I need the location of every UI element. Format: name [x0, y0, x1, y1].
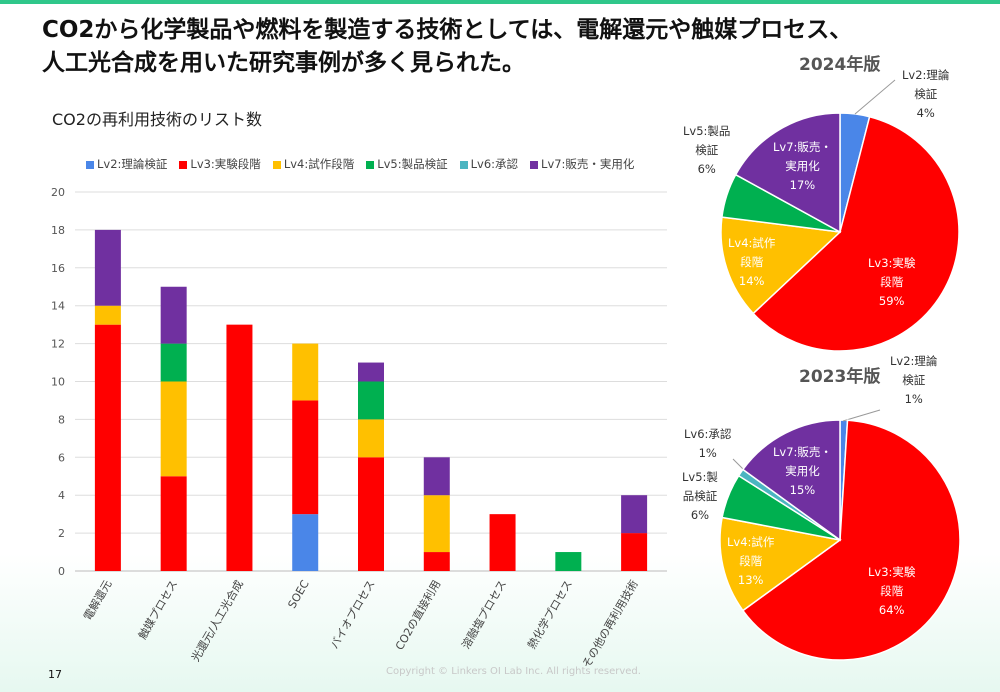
bar-segment-Lv3: [226, 324, 253, 571]
pie-label: Lv7:販売・ 実用化 17%: [773, 140, 832, 192]
leader-line: [842, 409, 881, 422]
bar-segment-Lv7: [94, 229, 121, 306]
legend-label: Lv5:製品検証: [377, 157, 448, 171]
pie-slice-Lv3: [752, 115, 960, 352]
leader-line: [854, 79, 896, 115]
legend-item: Lv6:承認: [459, 156, 519, 172]
x-tick-label: SOEC: [285, 578, 312, 611]
top-accent-line: [0, 0, 1000, 4]
pie-slice-Lv3: [741, 419, 961, 661]
x-tick-label: 触媒プロセス: [135, 578, 180, 642]
legend-item: Lv4:試作段階: [272, 156, 355, 172]
page-title: CO2から化学製品や燃料を製造する技術としては、電解還元や触媒プロセス、 人工光…: [42, 17, 853, 76]
x-tick-label: 光還元/人工光合成: [188, 578, 246, 664]
legend-swatch: [272, 160, 281, 169]
pie-slice-Lv4: [720, 216, 842, 315]
y-tick-label: 14: [51, 300, 65, 313]
x-tick-label: その他の再利用技術: [580, 578, 641, 670]
bar-chart-title: CO2の再利用技術のリスト数: [52, 110, 262, 129]
legend-swatch: [366, 160, 375, 169]
pie-label: Lv2:理論 検証 1%: [890, 354, 938, 406]
bar-segment-Lv3: [489, 514, 516, 571]
legend-item: Lv5:製品検証: [366, 156, 448, 172]
legend-swatch: [530, 160, 539, 169]
bar-segment-Lv3: [94, 324, 121, 571]
legend-label: Lv4:試作段階: [283, 157, 355, 171]
y-tick-label: 8: [58, 413, 65, 426]
y-tick-label: 20: [51, 186, 65, 199]
y-tick-label: 4: [58, 489, 65, 502]
copyright: Copyright © Linkers OI Lab Inc. All righ…: [386, 666, 641, 677]
pie-2023-title: 2023年版: [799, 367, 881, 387]
bar-segment-Lv4: [160, 381, 187, 477]
bar-segment-Lv3: [621, 533, 648, 571]
bar-segment-Lv5: [160, 343, 187, 382]
legend-swatch: [459, 160, 468, 169]
y-tick-label: 18: [51, 224, 65, 237]
pie-slice-Lv7: [734, 112, 841, 234]
pie-label: Lv3:実験 段階 59%: [868, 256, 916, 308]
pie-label: Lv4:試作 段階 13%: [727, 535, 775, 587]
legend-label: Lv7:販売・実用化: [541, 157, 635, 171]
bar-segment-Lv4: [94, 305, 121, 325]
pie-slice-Lv7: [741, 419, 841, 542]
bar-segment-Lv3: [292, 400, 319, 515]
x-tick-label: CO2の直接利用: [392, 578, 443, 653]
bar-segment-Lv4: [423, 495, 450, 553]
pie-2024-title: 2024年版: [799, 55, 881, 75]
bar-segment-Lv7: [358, 362, 384, 382]
page-number: 17: [48, 668, 62, 681]
bar-segment-Lv3: [358, 457, 384, 571]
bar-legend: Lv2:理論検証 Lv3:実験段階 Lv4:試作段階 Lv5:製品検証 Lv6:承認 Lv…: [86, 156, 634, 172]
bar-segment-Lv7: [423, 457, 450, 496]
legend-item: Lv3:実験段階: [179, 156, 261, 172]
pie-label: Lv3:実験 段階 64%: [868, 565, 916, 617]
y-tick-label: 2: [58, 527, 65, 540]
x-tick-label: 熱化学プロセス: [524, 578, 575, 652]
legend-swatch: [86, 160, 94, 169]
bar-segment-Lv4: [358, 419, 384, 458]
bar-segment-Lv5: [555, 552, 582, 571]
legend-label: Lv2:理論検証: [97, 157, 168, 171]
bar-segment-Lv2: [292, 514, 319, 571]
x-tick-label: バイオプロセス: [328, 578, 378, 651]
pie-label: Lv5:製品 検証 6%: [683, 124, 731, 176]
legend-label: Lv6:承認: [470, 157, 519, 171]
bar-segment-Lv7: [160, 286, 187, 344]
bar-segment-Lv4: [292, 343, 319, 401]
y-tick-label: 16: [51, 262, 65, 275]
legend-item: Lv7:販売・実用化: [530, 156, 634, 172]
pie-slice-Lv4: [719, 516, 842, 612]
bar-segment-Lv3: [423, 552, 450, 571]
bar-segment-Lv3: [160, 476, 187, 571]
legend-label: Lv3:実験段階: [190, 157, 261, 171]
y-tick-label: 10: [51, 376, 65, 389]
legend-swatch: [179, 160, 188, 169]
x-tick-label: 溶融塩プロセス: [459, 578, 510, 652]
bar-segment-Lv7: [621, 495, 648, 534]
pie-label: Lv4:試作 段階 14%: [728, 236, 776, 288]
y-tick-label: 6: [58, 451, 65, 464]
pie-label: Lv5:製 品検証 6%: [682, 470, 718, 522]
pie-label: Lv2:理論 検証 4%: [902, 68, 950, 120]
pie-label: Lv7:販売・ 実用化 15%: [773, 445, 832, 497]
legend-item: Lv2:理論検証: [86, 156, 167, 172]
bar-segment-Lv5: [358, 381, 384, 420]
y-tick-label: 0: [58, 565, 65, 578]
pie-label: Lv6:承認 1%: [684, 427, 732, 460]
y-tick-label: 12: [51, 338, 65, 351]
x-tick-label: 電解還元: [80, 578, 114, 623]
